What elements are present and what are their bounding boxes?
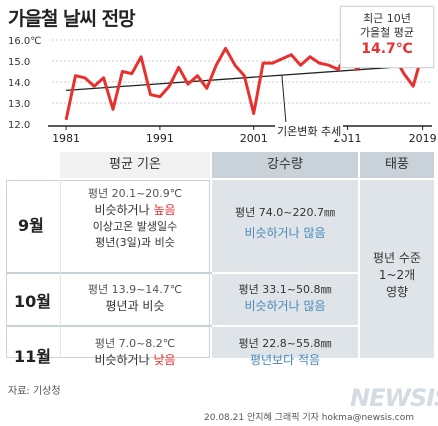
callout-box: 최근 10년 가을철 평균 14.7℃ <box>340 6 434 68</box>
y-tick-label: 12.0 <box>8 120 30 131</box>
typhoon-column-bg <box>360 180 434 358</box>
header-typhoon: 태풍 <box>385 157 409 172</box>
typhoon-cell: 평년 수준 1~2개 영향 <box>360 250 434 301</box>
temp-range: 평년 13.9~14.7℃ <box>87 283 183 296</box>
y-tick-label: 16.0℃ <box>8 36 42 47</box>
header-rain: 강수량 <box>267 157 303 172</box>
row-divider-rain <box>212 325 358 327</box>
rain-outlook: 비슷하거나 많음 <box>244 299 326 313</box>
x-tick-label: 1981 <box>52 132 80 145</box>
typhoon-line2: 1~2개 <box>378 268 416 282</box>
rain-cell: 평년 22.8~55.8㎜ 평년보다 적음 <box>212 336 358 369</box>
rain-column-bg <box>212 180 358 358</box>
rain-outlook: 비슷하거나 많음 <box>244 226 326 240</box>
callout-line2: 가을철 평균 <box>359 26 415 39</box>
row-divider-rain <box>212 272 358 274</box>
temp-outlook: 평년과 비슷 <box>105 299 165 313</box>
temp-outlook: 비슷하거나 높음 <box>94 203 176 217</box>
column-divider <box>60 180 61 358</box>
temperature-line-chart: 16.0℃15.014.013.012.0 1981 1991 2001 2011 20… <box>8 36 437 145</box>
month-temp-frame <box>6 180 210 358</box>
trend-label: 기온변화 추세 <box>275 123 344 139</box>
trend-label-leader <box>281 75 287 123</box>
x-tick-label: 2019 <box>409 132 437 145</box>
row-divider <box>6 272 358 274</box>
header-typhoon-bg: 태풍 <box>360 152 434 178</box>
temp-cell: 평년 7.0~8.2℃ 비슷하거나 낮음 <box>60 336 210 369</box>
page-title: 가을철 날씨 전망 <box>8 8 136 30</box>
temp-range: 평년 7.0~8.2℃ <box>94 337 176 350</box>
header-temp-bg: 평균 기온 <box>60 152 210 178</box>
callout-line1: 최근 10년 <box>363 12 411 25</box>
x-tick-label: 2001 <box>240 132 268 145</box>
heat-days-label: 이상고온 발생일수 <box>92 220 178 233</box>
temp-outlook: 비슷하거나 낮음 <box>94 353 176 367</box>
rain-cell: 평년 33.1~50.8㎜ 비슷하거나 많음 <box>212 282 358 315</box>
newsis-logo: NEWSIS <box>350 384 438 412</box>
callout-value: 14.7℃ <box>361 41 413 57</box>
header-temp: 평균 기온 <box>109 157 161 172</box>
month-label: 9월 <box>18 216 44 235</box>
typhoon-line3: 영향 <box>385 285 409 299</box>
typhoon-line1: 평년 수준 <box>373 251 421 265</box>
temp-cell: 평년 20.1~20.9℃ 비슷하거나 높음 이상고온 발생일수 평년(3일)과… <box>60 186 210 251</box>
credit-line: 20.08.21 안지혜 그래픽 기자 hokma@newsis.com <box>204 413 415 423</box>
month-label: 11월 <box>14 347 51 366</box>
rain-cell: 평년 74.0~220.7㎜ 비슷하거나 많음 <box>212 205 358 242</box>
rain-range: 평년 33.1~50.8㎜ <box>238 283 332 296</box>
y-tick-label: 15.0 <box>8 57 30 68</box>
row-divider <box>6 325 358 327</box>
rain-outlook: 평년보다 적음 <box>249 353 321 367</box>
x-tick-labels: 1981 1991 2001 2011 2019 <box>52 126 437 145</box>
y-tick-label: 14.0 <box>8 78 30 89</box>
heat-days-outlook: 평년(3일)과 비슷 <box>95 236 175 249</box>
y-tick-label: 13.0 <box>8 99 30 110</box>
rain-range: 평년 22.8~55.8㎜ <box>238 337 332 350</box>
y-tick-labels: 16.0℃ 15.0 14.0 13.0 12.0 <box>8 36 42 131</box>
month-label: 10월 <box>14 292 51 311</box>
source-note: 자료: 기상청 <box>8 386 61 397</box>
rain-range: 평년 74.0~220.7㎜ <box>235 206 335 219</box>
header-rain-bg: 강수량 <box>212 152 358 178</box>
temp-range: 평년 20.1~20.9℃ <box>87 187 183 200</box>
temp-cell: 평년 13.9~14.7℃ 평년과 비슷 <box>60 282 210 315</box>
x-tick-label: 1991 <box>146 132 174 145</box>
